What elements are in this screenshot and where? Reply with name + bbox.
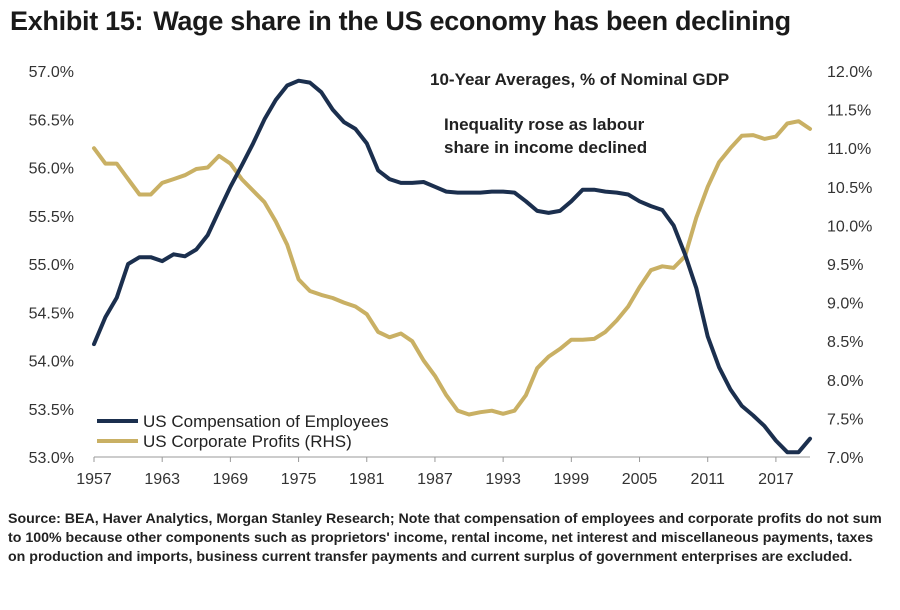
right-tick-label: 12.0% [827, 64, 872, 81]
right-tick-label: 8.0% [827, 373, 863, 390]
x-tick-label: 1963 [144, 471, 180, 488]
right-tick-label: 7.0% [827, 450, 863, 467]
x-tick-label: 1999 [554, 471, 590, 488]
left-tick-label: 53.5% [29, 402, 74, 419]
title-text: Wage share in the US economy has been de… [153, 6, 791, 36]
x-tick-label: 1993 [485, 471, 521, 488]
source-note: Source: BEA, Haver Analytics, Morgan Sta… [8, 511, 882, 565]
series-layer [92, 78, 812, 455]
annotation-line-2: share in income declined [444, 138, 647, 157]
x-tick-label: 1987 [417, 471, 453, 488]
right-tick-label: 11.5% [827, 103, 871, 120]
right-tick-label: 11.0% [827, 141, 871, 158]
right-tick-label: 9.0% [827, 296, 863, 313]
series-profits-line [92, 119, 812, 417]
left-tick-label: 56.5% [29, 112, 74, 129]
chart-subtitle: 10-Year Averages, % of Nominal GDP [430, 70, 729, 89]
right-tick-label: 9.5% [827, 257, 863, 274]
left-tick-label: 57.0% [29, 64, 74, 81]
x-tick-label: 1981 [349, 471, 385, 488]
right-axis: 7.0% 7.5% 8.0% 8.5% 9.0% 9.5% 10.0% 10.5% 11.0% 1… [827, 64, 872, 467]
x-tick-label: 1975 [281, 471, 317, 488]
x-tick-label: 1957 [76, 471, 112, 488]
left-tick-label: 55.0% [29, 257, 74, 274]
x-tick-label: 2017 [758, 471, 794, 488]
series-compensation-line [92, 78, 812, 455]
right-tick-label: 7.5% [827, 411, 863, 428]
right-tick-label: 8.5% [827, 334, 863, 351]
x-axis: 1957 1963 1969 1975 1981 1987 1993 1999 2005 2011… [76, 457, 794, 488]
annotation-line-1: Inequality rose as labour [444, 115, 645, 134]
legend-label: US Corporate Profits (RHS) [143, 432, 352, 451]
exhibit-label: Exhibit 15: [10, 6, 144, 36]
left-tick-label: 53.0% [29, 450, 74, 467]
left-tick-label: 55.5% [29, 209, 74, 226]
left-tick-label: 56.0% [29, 161, 74, 178]
left-tick-label: 54.0% [29, 354, 74, 371]
x-tick-label: 2011 [691, 471, 726, 488]
chart-title: Exhibit 15: Wage share in the US economy … [10, 6, 791, 37]
line-chart: 53.0% 53.5% 54.0% 54.5% 55.0% 55.5% 56.0% 56.5%… [29, 64, 873, 488]
x-tick-label: 1969 [213, 471, 249, 488]
left-axis: 53.0% 53.5% 54.0% 54.5% 55.0% 55.5% 56.0% 56.5%… [29, 64, 74, 467]
left-tick-label: 54.5% [29, 305, 74, 322]
x-tick-label: 2005 [622, 471, 658, 488]
legend-label: US Compensation of Employees [143, 412, 389, 431]
right-tick-label: 10.5% [827, 180, 872, 197]
right-tick-label: 10.0% [827, 218, 872, 235]
